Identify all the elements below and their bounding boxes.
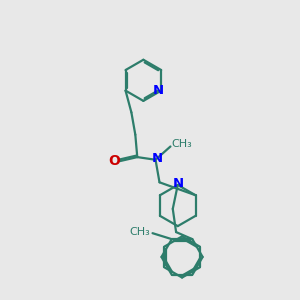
Text: CH₃: CH₃	[130, 227, 150, 237]
Text: N: N	[173, 178, 184, 190]
Text: O: O	[108, 154, 120, 168]
Text: N: N	[152, 84, 164, 97]
Text: CH₃: CH₃	[172, 140, 193, 149]
Text: N: N	[151, 152, 162, 165]
